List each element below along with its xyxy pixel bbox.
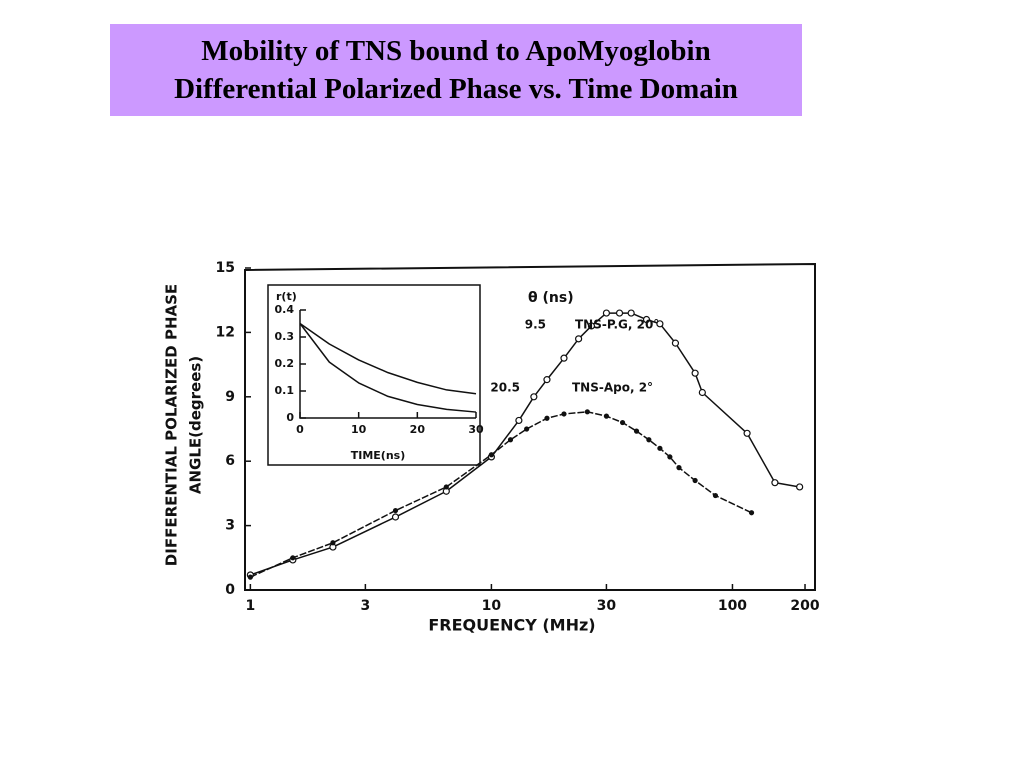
x-tick-label: 3 [361, 598, 371, 614]
data-point [391, 513, 400, 521]
y-tick-label: 12 [216, 324, 235, 340]
y-tick-label: 0 [286, 411, 294, 424]
data-point [676, 465, 682, 471]
x-tick-label: 200 [790, 598, 819, 614]
theta-value: 9.5 [525, 318, 546, 332]
y-tick-label: 0 [225, 582, 235, 598]
data-point [587, 322, 596, 330]
x-tick-label: 10 [482, 598, 502, 614]
data-point [671, 339, 680, 347]
data-point [656, 320, 664, 328]
data-point [615, 309, 624, 317]
data-point [691, 369, 699, 377]
annotation: θ (ns) [528, 290, 574, 306]
x-axis-label: FREQUENCY (MHz) [428, 616, 595, 635]
series-label: TNS-P.G, 20° [575, 318, 659, 332]
inset: 0 0.1 0.2 0.3 0.4 0 10 20 30 TIME(ns) r(t) [275, 290, 484, 462]
data-point [530, 393, 538, 401]
y-tick-label: 0.3 [275, 330, 295, 343]
data-point [712, 492, 719, 499]
y-tick-label: 0.1 [275, 384, 295, 397]
theta-value: 20.5 [490, 381, 520, 395]
series-line [299, 323, 477, 413]
data-point [290, 555, 296, 561]
y-axis-label: r(t) [276, 290, 297, 303]
data-point [627, 309, 635, 317]
data-point [633, 428, 640, 434]
y-tick-label: 15 [216, 260, 235, 276]
data-point [657, 445, 663, 451]
data-point [515, 416, 523, 425]
data-point [619, 419, 626, 426]
data-point [392, 507, 399, 514]
x-axis-label: TIME(ns) [351, 449, 406, 462]
data-point [488, 452, 495, 458]
data-point [330, 540, 336, 546]
data-point [771, 479, 779, 487]
x-tick-label: 100 [718, 598, 747, 614]
data-point [247, 574, 253, 580]
data-point [692, 477, 698, 484]
data-point [642, 315, 651, 324]
data-point [543, 376, 551, 384]
inset-frame [267, 284, 481, 466]
data-point [575, 335, 583, 343]
y-tick-label: 0.2 [275, 357, 295, 370]
data-point [544, 415, 550, 421]
slide-title: Mobility of TNS bound to ApoMyoglobin Di… [110, 24, 802, 116]
data-point [443, 484, 449, 490]
data-point [561, 411, 567, 417]
data-point [507, 437, 514, 443]
x-tick-label: 10 [351, 423, 367, 436]
x-tick-label: 30 [468, 423, 484, 436]
data-point [560, 354, 568, 362]
x-tick-label: 20 [410, 423, 426, 436]
data-point [524, 426, 530, 432]
data-point [796, 483, 804, 491]
y-tick-label: 0.4 [275, 303, 295, 316]
x-tick-label: 1 [245, 598, 255, 614]
data-point [698, 388, 706, 397]
data-point [667, 454, 673, 460]
data-point [603, 413, 610, 419]
y-tick-label: 3 [225, 518, 235, 534]
y-axis-label: DIFFERENTIAL POLARIZED PHASE [163, 284, 181, 566]
series-line [299, 322, 477, 395]
data-point [743, 429, 751, 437]
y-tick-label: 9 [225, 389, 235, 405]
data-point [748, 510, 755, 516]
y-tick-label: 6 [225, 453, 235, 469]
plot-frame [244, 262, 816, 591]
data-point [584, 409, 590, 415]
data-point [602, 309, 611, 317]
x-tick-label: 30 [597, 598, 617, 614]
y-axis-label: ANGLE(degrees) [187, 356, 205, 494]
data-point [646, 437, 652, 443]
title-line: Mobility of TNS bound to ApoMyoglobin [201, 35, 711, 67]
title-line: Differential Polarized Phase vs. Time Do… [174, 73, 738, 105]
series-label: TNS-Apo, 2° [572, 381, 653, 395]
x-tick-label: 0 [296, 423, 304, 436]
